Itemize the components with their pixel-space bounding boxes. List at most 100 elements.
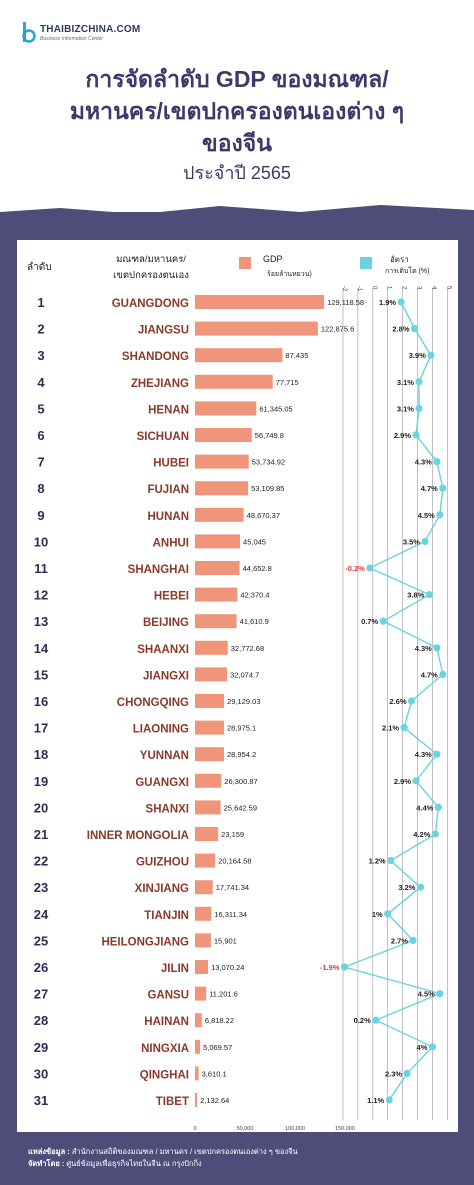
growth-value-label: 2.1% [382, 724, 399, 733]
page-title-line3: ของจีน [202, 130, 272, 156]
gdp-bar [195, 747, 224, 762]
growth-tick-label: 2 [401, 286, 407, 290]
region-label: HUNAN [147, 511, 189, 523]
region-label: SHANGHAI [128, 564, 189, 576]
growth-value-label: 2.3% [385, 1069, 402, 1078]
growth-point [421, 537, 429, 545]
brand-logo[interactable]: THAIBIZCHINA.COM Business Information Ce… [22, 22, 140, 44]
growth-value-label: -0.2% [345, 564, 365, 573]
rank-label: 24 [34, 907, 49, 922]
rank-label: 26 [34, 960, 48, 975]
gdp-bar [195, 960, 209, 974]
gdp-bar [195, 614, 237, 629]
growth-tick-label: -2 [341, 286, 347, 292]
page-subtitle-year: ประจำปี 2565 [183, 163, 291, 183]
growth-point [384, 910, 392, 918]
growth-point [407, 697, 416, 705]
region-label: JILIN [161, 963, 189, 975]
gdp-bar [195, 800, 221, 815]
footer: แหล่งข้อมูล : สำนักงานสถิติของมณฑล / มหา… [28, 1146, 298, 1170]
growth-value-label: 0.7% [361, 617, 378, 626]
gdp-value-label: 29,129.03 [227, 697, 260, 706]
growth-point [427, 351, 435, 359]
gdp-bar [195, 694, 225, 708]
page-title-line2: มหานคร/เขตปกครองตนเองต่าง ๆ [69, 98, 405, 124]
gdp-value-label: 42,370.4 [240, 591, 269, 600]
growth-value-label: -1.9% [320, 963, 340, 972]
growth-value-label: 4.2% [413, 830, 430, 839]
growth-point [425, 591, 434, 599]
gdp-value-label: 77,715 [276, 378, 299, 387]
growth-value-label: 3.5% [403, 537, 420, 546]
gdp-bar [195, 321, 318, 336]
gdp-bar [195, 454, 249, 469]
gdp-value-label: 32,074.7 [230, 670, 259, 679]
region-label: YUNNAN [140, 750, 189, 762]
region-label: TIBET [156, 1096, 189, 1108]
gdp-tick-label: 150,000 [335, 1126, 355, 1132]
gdp-tick-label: 0 [193, 1126, 196, 1132]
region-label: GANSU [147, 990, 189, 1002]
gdp-bar [195, 561, 240, 575]
footer-by-label: จัดทำโดย : [28, 1159, 65, 1168]
gdp-value-label: 5,069.57 [203, 1043, 232, 1052]
growth-value-label: 4.7% [421, 670, 438, 679]
growth-value-label: 4.3% [415, 458, 432, 467]
column-header-region-line2: เขตปกครองตนเอง [113, 270, 189, 281]
gdp-value-label: 25,642.59 [224, 803, 257, 812]
growth-point [387, 857, 395, 865]
gdp-bar [195, 720, 224, 735]
region-label: BEIJING [143, 617, 189, 629]
growth-value-label: 3.1% [397, 404, 414, 413]
growth-tick-label: 4 [430, 286, 436, 290]
brand-tagline: Business Information Center [40, 36, 104, 42]
gdp-bar [195, 827, 219, 841]
growth-point [428, 1043, 436, 1051]
rank-label: 22 [34, 854, 48, 869]
rank-label: 16 [34, 694, 48, 709]
growth-point [433, 644, 441, 652]
gdp-bar [195, 401, 257, 416]
growth-value-label: 1.2% [369, 857, 386, 866]
growth-point [366, 564, 374, 572]
growth-value-label: 0.2% [354, 1016, 371, 1025]
gdp-bar [195, 773, 222, 788]
gdp-bar [195, 507, 244, 522]
rank-label: 8 [37, 481, 44, 496]
gdp-value-label: 122,875.6 [321, 325, 354, 334]
growth-point [372, 1016, 380, 1024]
growth-value-label: 2.8% [392, 325, 409, 334]
gdp-bar [195, 534, 241, 549]
rank-label: 25 [34, 933, 48, 948]
region-label: JIANGXI [143, 670, 189, 682]
growth-point [436, 511, 444, 519]
gdp-value-label: 23,159 [221, 830, 244, 839]
legend-growth-unit: การเติบโต (%) [385, 266, 429, 275]
rank-label: 20 [34, 800, 48, 815]
growth-value-label: 1.1% [367, 1096, 384, 1105]
gdp-bar [195, 1013, 202, 1028]
gdp-value-label: 6,818.22 [205, 1016, 234, 1025]
header-divider-wave [0, 205, 474, 242]
brand-logo-icon [22, 22, 36, 44]
page-title-line1: การจัดลำดับ GDP ของมณฑล/ [85, 66, 389, 92]
growth-value-label: 3.9% [409, 351, 426, 360]
gdp-bar [195, 348, 283, 363]
growth-point [400, 724, 408, 732]
gdp-bar [195, 587, 238, 602]
gdp-value-label: 20,164.58 [218, 857, 251, 866]
gdp-value-label: 87,435 [285, 351, 308, 360]
footer-source-label: แหล่งข้อมูล : [28, 1147, 70, 1156]
gdp-bar [195, 1039, 201, 1054]
growth-point [410, 325, 419, 333]
chart-panel: ลำดับ มณฑล/มหานคร/เขตปกครองตนเอง GDP ร้อยล้… [17, 240, 458, 1132]
region-label: GUANGDONG [112, 298, 189, 310]
growth-point [434, 803, 442, 812]
gdp-value-label: 16,311.34 [214, 910, 247, 919]
region-label: SHANDONG [122, 351, 189, 363]
growth-tick-label: 3 [416, 286, 422, 290]
growth-value-label: 2.6% [389, 697, 406, 706]
growth-tick-label: 5 [445, 286, 451, 290]
gdp-value-label: 3,610.1 [202, 1069, 227, 1078]
region-label: SHAANXI [137, 644, 189, 656]
